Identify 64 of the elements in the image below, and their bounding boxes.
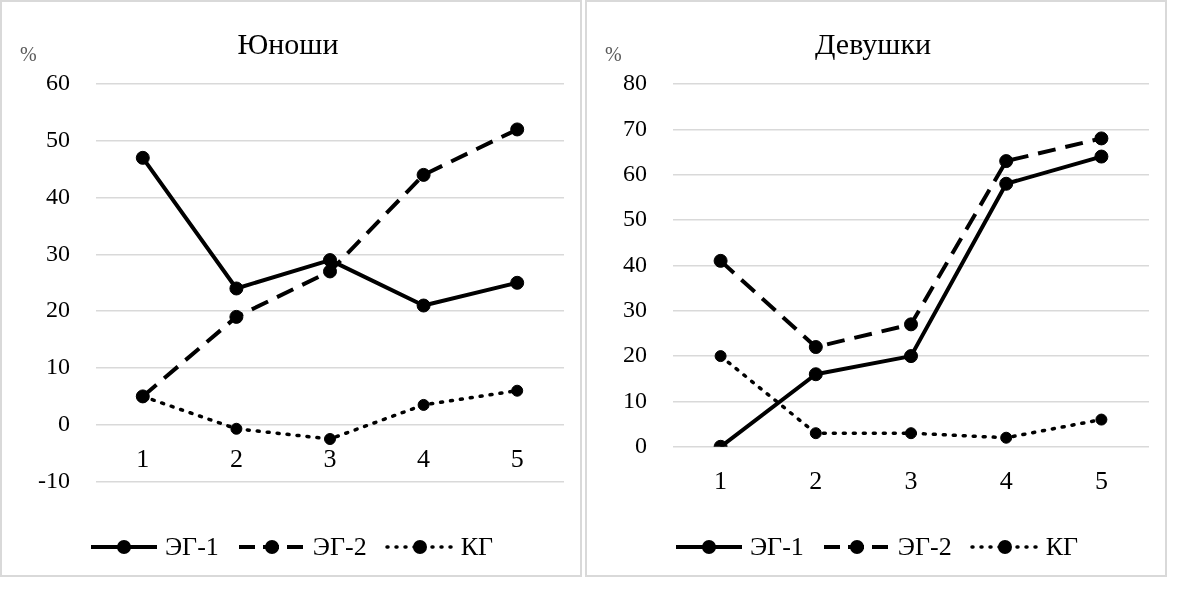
y-tick-label: 0 xyxy=(635,432,647,459)
legend-label: ЭГ-1 xyxy=(749,532,804,562)
point xyxy=(904,317,918,332)
point xyxy=(999,176,1014,191)
y-tick-label: 30 xyxy=(623,296,647,323)
legend-label: ЭГ-2 xyxy=(897,532,952,562)
point xyxy=(416,167,431,182)
point xyxy=(229,309,244,324)
point xyxy=(1094,149,1109,164)
legend-label: ЭГ-2 xyxy=(312,532,367,562)
legend-label: ЭГ-1 xyxy=(164,532,219,562)
point xyxy=(904,349,918,364)
x-tick-label: 5 xyxy=(1094,466,1108,496)
y-tick-label: 20 xyxy=(623,341,647,368)
point xyxy=(510,122,525,137)
point xyxy=(510,275,525,290)
point xyxy=(905,427,917,440)
point xyxy=(808,340,823,355)
y-tick-label: 40 xyxy=(623,250,647,277)
point xyxy=(135,150,150,165)
x-tick-label: 3 xyxy=(904,466,918,496)
y-tick-label: 60 xyxy=(45,69,70,96)
point xyxy=(323,264,337,279)
point xyxy=(1094,131,1109,146)
x-tick-label: 4 xyxy=(417,444,431,474)
x-tick-label: 5 xyxy=(510,444,524,474)
y-tick-label: 40 xyxy=(45,182,70,209)
chart-title: Юноши xyxy=(237,26,339,60)
point xyxy=(323,253,337,268)
point xyxy=(999,154,1014,169)
x-tick-label: 1 xyxy=(136,444,150,474)
y-tick-label: 30 xyxy=(45,239,70,266)
y-tick-label: -10 xyxy=(37,466,70,493)
point xyxy=(511,384,524,397)
y-tick-label: 20 xyxy=(45,296,70,323)
point xyxy=(416,298,431,313)
point xyxy=(809,427,822,440)
x-tick-label: 2 xyxy=(809,466,823,496)
point xyxy=(417,398,430,411)
point xyxy=(808,367,823,382)
y-tick-label: 60 xyxy=(623,160,647,186)
y-axis-title: % xyxy=(20,43,37,66)
y-tick-label: 10 xyxy=(45,353,70,380)
y-tick-label: 50 xyxy=(45,126,70,153)
x-tick-label: 4 xyxy=(999,466,1013,496)
point xyxy=(229,281,244,296)
point xyxy=(324,433,336,445)
x-tick-label: 2 xyxy=(229,444,243,474)
x-tick-label: 3 xyxy=(323,444,337,474)
y-tick-label: 50 xyxy=(623,205,647,232)
y-tick-label: 70 xyxy=(623,114,647,141)
y-tick-label: 80 xyxy=(623,69,647,96)
point xyxy=(713,253,728,268)
point xyxy=(1000,431,1013,444)
chart-title: Девушки xyxy=(814,26,932,60)
legend-label: КГ xyxy=(1045,532,1079,562)
legend-label: КГ xyxy=(460,532,494,562)
point xyxy=(714,350,727,363)
y-tick-label: 0 xyxy=(57,410,70,437)
y-tick-label: 10 xyxy=(623,386,647,413)
x-tick-label: 1 xyxy=(714,466,728,496)
point xyxy=(1095,413,1108,426)
y-axis-title: % xyxy=(605,43,622,66)
point xyxy=(230,422,243,435)
